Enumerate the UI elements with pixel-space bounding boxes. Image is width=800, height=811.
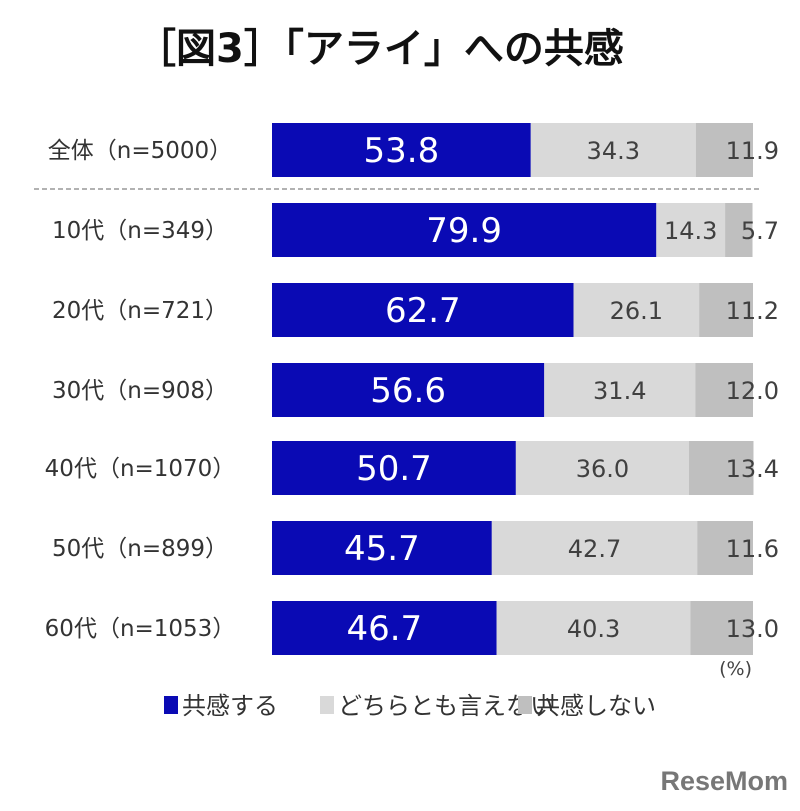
bar-segment xyxy=(725,203,753,257)
watermark-logo: ReseMom xyxy=(660,766,788,796)
bar-row: 20代（n=721） 62.7 26.1 11.2 xyxy=(52,283,779,337)
bar-segment xyxy=(491,521,698,575)
legend-swatch xyxy=(320,696,334,714)
bar-segment xyxy=(656,203,726,257)
data-label: 14.3 xyxy=(664,217,717,245)
bar-segment xyxy=(272,283,574,337)
bar-segment xyxy=(695,123,753,177)
bar-segment xyxy=(272,521,492,575)
bar-segment xyxy=(544,363,696,417)
data-label: 11.9 xyxy=(726,137,779,165)
bar-segment xyxy=(699,283,753,337)
chart-title: ［図3］「アライ」への共感 xyxy=(136,26,624,72)
data-label: 79.9 xyxy=(426,211,502,251)
bar-row: 60代（n=1053） 46.7 40.3 13.0 xyxy=(45,601,779,655)
bar-segment xyxy=(573,283,700,337)
bar-segment xyxy=(697,521,753,575)
category-label: 20代（n=721） xyxy=(52,298,228,324)
data-label: 34.3 xyxy=(587,137,640,165)
category-label: 30代（n=908） xyxy=(52,378,228,404)
legend-swatch xyxy=(164,696,178,714)
bar-row: 50代（n=899） 45.7 42.7 11.6 xyxy=(52,521,779,575)
data-label: 40.3 xyxy=(567,615,620,643)
bar-segment xyxy=(689,441,754,495)
data-label: 13.0 xyxy=(726,615,779,643)
data-label: 53.8 xyxy=(364,131,440,171)
bar-row: 10代（n=349） 79.9 14.3 5.7 xyxy=(52,203,779,257)
category-label: 10代（n=349） xyxy=(52,218,228,244)
bar-segment xyxy=(272,123,531,177)
bar-segment xyxy=(496,601,691,655)
data-label: 46.7 xyxy=(346,609,422,649)
bar-segment xyxy=(695,363,753,417)
data-label: 31.4 xyxy=(593,377,646,405)
bar-row: 30代（n=908） 56.6 31.4 12.0 xyxy=(52,363,779,417)
data-label: 5.7 xyxy=(741,217,779,245)
legend-item: 共感しない xyxy=(518,692,656,720)
category-label: 全体（n=5000） xyxy=(48,138,232,164)
legend-label: 共感する xyxy=(182,692,278,720)
data-label: 12.0 xyxy=(726,377,779,405)
data-label: 36.0 xyxy=(576,455,629,483)
bar-row: 40代（n=1070） 50.7 36.0 13.4 xyxy=(45,441,779,495)
legend-item: 共感する xyxy=(164,692,278,720)
data-label: 11.2 xyxy=(726,297,779,325)
category-label: 40代（n=1070） xyxy=(45,456,236,482)
bar-segment xyxy=(272,363,545,417)
bar-segment xyxy=(272,601,497,655)
category-label: 50代（n=899） xyxy=(52,536,228,562)
data-label: 62.7 xyxy=(385,291,461,331)
data-label: 56.6 xyxy=(370,371,446,411)
data-label: 50.7 xyxy=(356,449,432,489)
data-label: 11.6 xyxy=(726,535,779,563)
data-label: 42.7 xyxy=(568,535,621,563)
bar-segment xyxy=(272,441,516,495)
data-label: 13.4 xyxy=(726,455,779,483)
bar-row: 全体（n=5000） 53.8 34.3 11.9 xyxy=(48,123,779,177)
unit-label: (%) xyxy=(719,658,752,680)
bar-segment xyxy=(530,123,696,177)
legend-label: 共感しない xyxy=(536,692,656,720)
bar-segment xyxy=(690,601,753,655)
data-label: 45.7 xyxy=(344,529,420,569)
category-label: 60代（n=1053） xyxy=(45,616,236,642)
data-label: 26.1 xyxy=(610,297,663,325)
bar-segment xyxy=(515,441,690,495)
bar-segment xyxy=(272,203,657,257)
legend-swatch xyxy=(518,696,532,714)
